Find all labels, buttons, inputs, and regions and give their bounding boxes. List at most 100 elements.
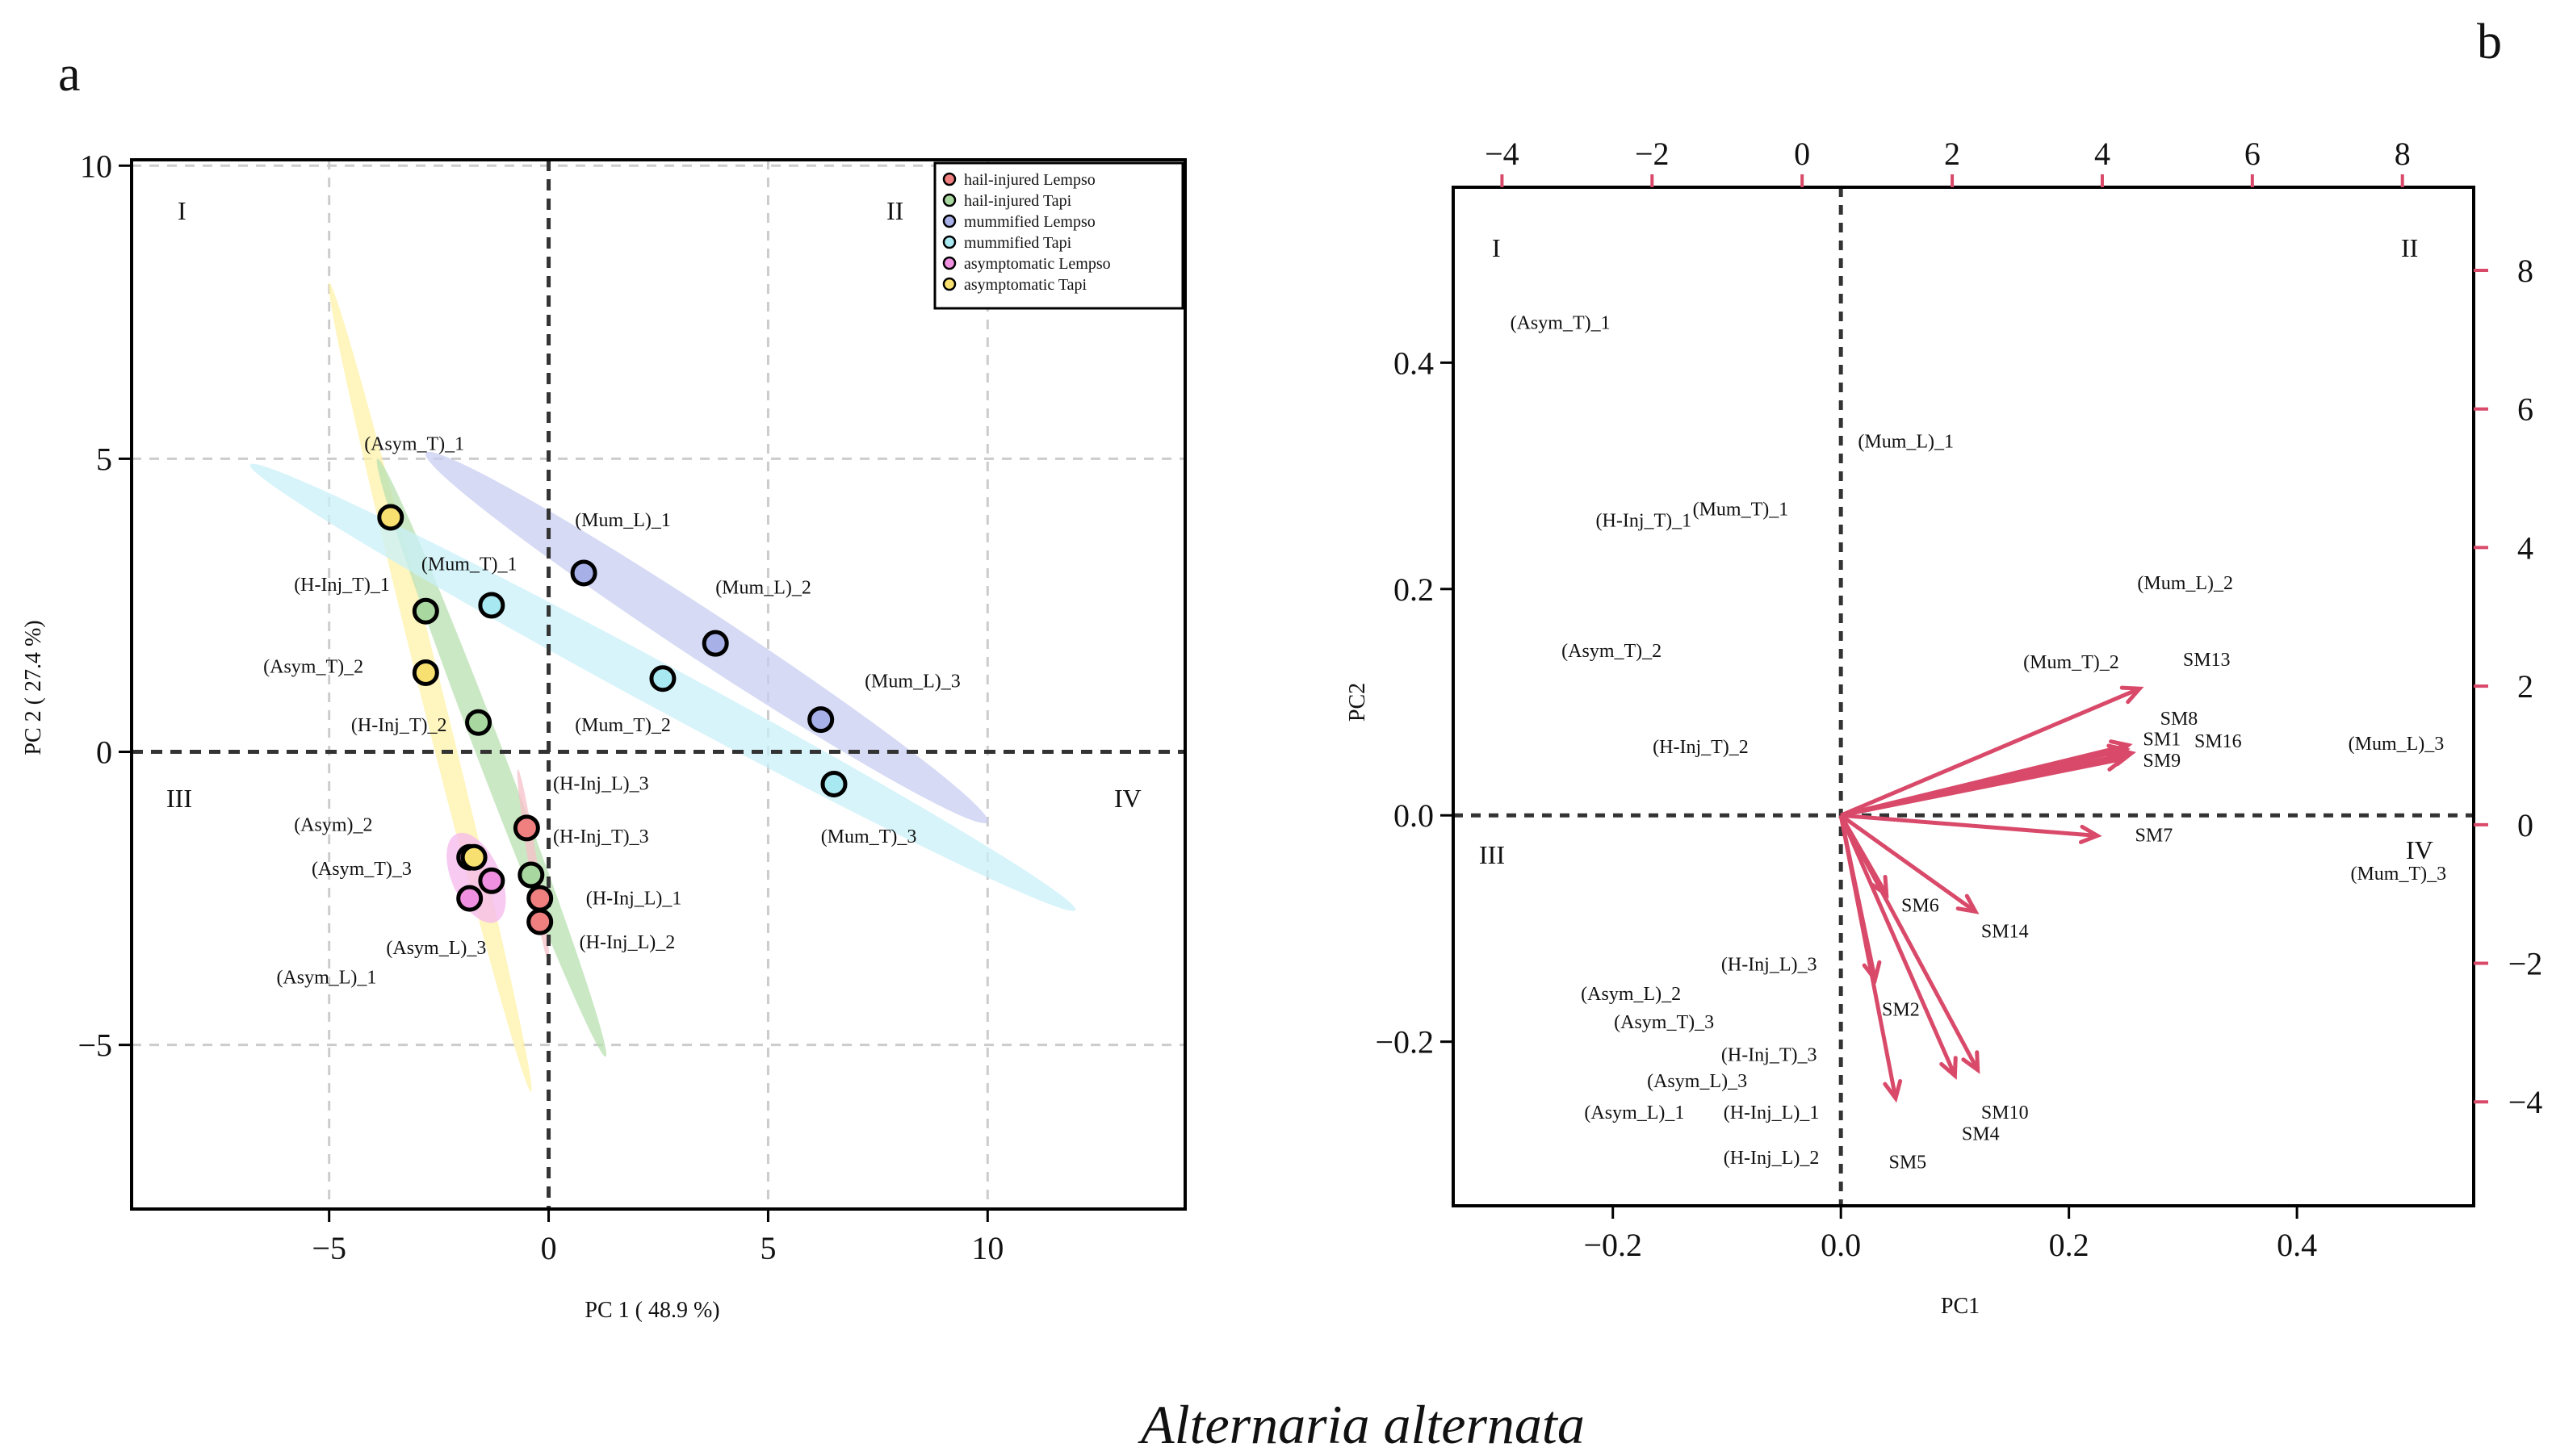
- loading-label: SM5: [1888, 1153, 1926, 1174]
- loading-arrow: [1838, 814, 1903, 1103]
- point-label: (H-Inj_L)_1: [586, 888, 682, 909]
- panel-a-legend: hail-injured Lempso hail-injured Tapi mumm…: [933, 161, 1184, 310]
- sample-label: (Asym_L)_2: [1581, 984, 1681, 1005]
- data-point: [570, 559, 597, 587]
- panel-b-zero-lines: [1453, 187, 2474, 1206]
- loading-label: SM1: [2143, 729, 2181, 750]
- data-point: [702, 630, 729, 657]
- quadrant-label: III: [1479, 840, 1505, 869]
- loading-label: SM8: [2160, 709, 2198, 730]
- legend-marker: [942, 256, 957, 270]
- loading-label: SM4: [1962, 1124, 2000, 1145]
- point-label: (Asym_L)_3: [386, 938, 486, 959]
- loading-arrow-shaft: [1839, 814, 1977, 914]
- loading-arrow-head: [1862, 960, 1882, 985]
- panel-b-x-ticks: −0.2 0.0 0.2 0.4: [1583, 1206, 2317, 1263]
- point-label: (Mum_L)_2: [715, 577, 811, 598]
- loading-label: SM16: [2194, 731, 2242, 752]
- point-label: (Asym_L)_1: [276, 967, 376, 988]
- point-label: (Mum_L)_1: [575, 510, 671, 531]
- loading-label: SM7: [2135, 825, 2173, 846]
- x-tick-label: 10: [971, 1230, 1004, 1266]
- sample-label: (Mum_T)_3: [2350, 864, 2446, 885]
- sample-label: (Asym_T)_3: [1614, 1012, 1714, 1033]
- loading-arrow-shaft: [1838, 814, 1957, 1077]
- loading-arrow-head: [2104, 752, 2129, 772]
- data-point: [460, 843, 488, 871]
- data-point: [412, 597, 439, 625]
- legend-marker: [942, 277, 957, 291]
- sample-label: (Mum_T)_2: [2023, 652, 2119, 673]
- sample-label: (H-Inj_T)_1: [1596, 511, 1692, 532]
- panel-a-points: [377, 504, 848, 935]
- loading-label: SM9: [2143, 751, 2181, 772]
- x-tick-label: 0: [541, 1230, 557, 1266]
- data-point: [478, 592, 505, 619]
- loading-arrow-head: [1869, 874, 1889, 899]
- y-tick-label: −5: [78, 1027, 112, 1064]
- sample-label: (H-Inj_L)_3: [1721, 954, 1817, 975]
- panel-b-top-ticks: −4 −2 0 2 4 6 8: [1485, 136, 2411, 187]
- loading-arrow-shaft: [1838, 814, 1980, 1071]
- sample-label: (Asym_L)_3: [1647, 1071, 1747, 1092]
- right-tick-label: 6: [2517, 391, 2533, 428]
- panel-b-y-ticks: −0.2 0.0 0.2 0.4: [1375, 345, 1453, 1061]
- point-label: (H-Inj_L)_2: [580, 932, 676, 953]
- panel-a-letter: a: [58, 47, 81, 102]
- panel-a-legend-box: [933, 161, 1184, 310]
- point-label: (Mum_T)_3: [821, 826, 917, 847]
- sample-label: (H-Inj_T)_3: [1721, 1045, 1817, 1066]
- point-label: (H-Inj_T)_1: [294, 575, 390, 596]
- sample-label: (Mum_L)_1: [1858, 432, 1954, 453]
- point-label: (Asym_T)_2: [263, 656, 363, 677]
- quadrant-label: II: [2401, 233, 2418, 262]
- x-tick-label: −0.2: [1583, 1227, 1642, 1263]
- top-tick-label: 8: [2395, 136, 2411, 172]
- data-point: [478, 867, 505, 894]
- loading-label: SM2: [1882, 999, 1920, 1020]
- top-tick-label: 6: [2244, 136, 2261, 172]
- data-point: [377, 504, 404, 531]
- loading-arrow-head: [1955, 893, 1980, 914]
- legend-label: hail-injured Lempso: [964, 171, 1096, 189]
- panel-b-y-axis-label: PC2: [1345, 683, 1370, 722]
- y-tick-label: 5: [96, 441, 112, 477]
- right-tick-label: 8: [2517, 253, 2533, 289]
- top-tick-label: 0: [1794, 136, 1810, 172]
- panel-b-right-ticks: −4 −2 0 2 4 6 8: [2474, 253, 2542, 1120]
- y-tick-label: 0.2: [1393, 571, 1434, 608]
- loading-arrow: [1840, 685, 2144, 818]
- loading-arrow: [1839, 814, 1980, 914]
- legend-label: mummified Tapi: [964, 234, 1072, 252]
- point-label: (Asym_T)_1: [364, 433, 464, 454]
- data-point: [465, 709, 492, 736]
- point-label: (Mum_T)_1: [421, 554, 518, 575]
- y-tick-label: 0.0: [1393, 797, 1434, 834]
- data-point: [513, 814, 540, 842]
- legend-marker: [942, 235, 957, 249]
- legend-marker: [942, 214, 957, 228]
- x-tick-label: 0.2: [2049, 1227, 2089, 1263]
- panel-b-x-axis-label: PC1: [1941, 1294, 1980, 1319]
- loading-label: SM6: [1901, 895, 1939, 916]
- sample-label: (Asym_T)_2: [1561, 641, 1662, 662]
- confidence-ellipse: [446, 832, 506, 923]
- right-tick-label: −4: [2508, 1084, 2543, 1120]
- legend-label: asymptomatic Lempso: [964, 255, 1111, 273]
- data-point: [518, 861, 545, 889]
- figure-caption: Alternaria alternata: [1138, 1394, 1585, 1455]
- data-point: [649, 665, 677, 692]
- top-tick-label: −4: [1485, 136, 1519, 172]
- panel-b-frame: [1452, 186, 2475, 1207]
- sample-label: (Mum_L)_2: [2137, 573, 2233, 594]
- loading-arrow-shaft: [1840, 686, 2141, 818]
- quadrant-label: IV: [2406, 835, 2433, 864]
- panel-a-frame: [130, 158, 1187, 1211]
- top-tick-label: −2: [1635, 136, 1670, 172]
- loading-arrow-head: [1883, 1079, 1903, 1103]
- legend-marker: [942, 172, 957, 186]
- panel-a-x-ticks: −5 0 5 10: [312, 1209, 1004, 1266]
